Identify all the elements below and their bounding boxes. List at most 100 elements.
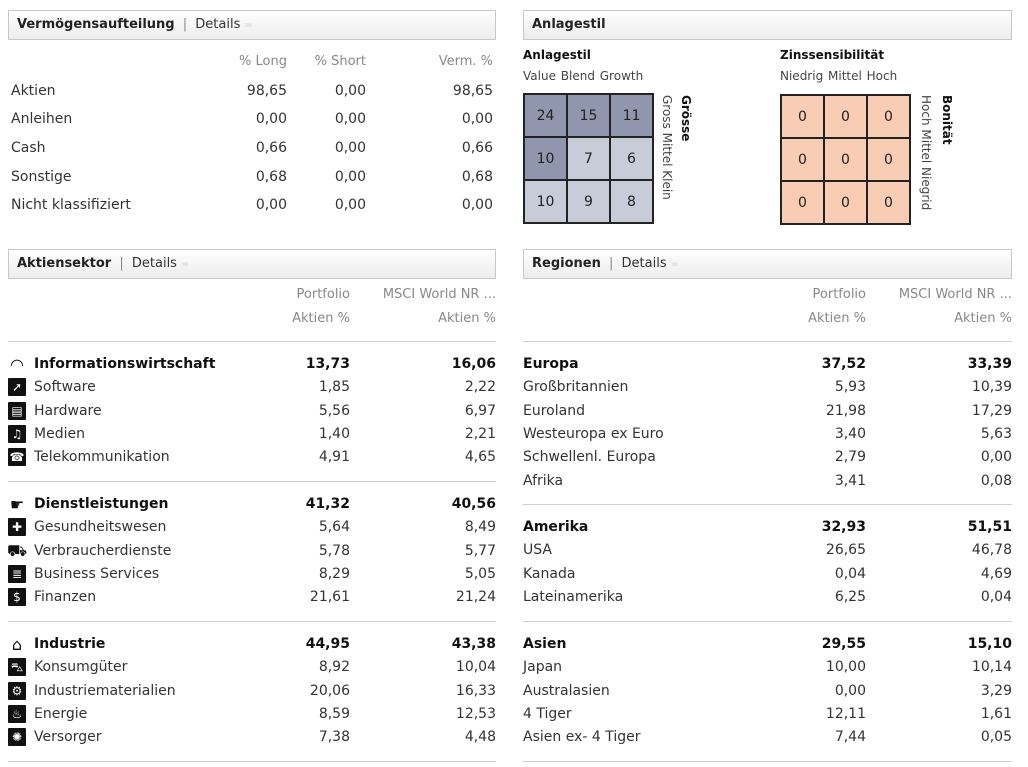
benchmark-value: 4,65 <box>464 449 496 466</box>
short-value: 0,00 <box>334 169 366 185</box>
region-row: Westeuropa ex Euro 3,40 5,63 <box>516 423 1016 446</box>
style-header: Anlagestil <box>523 10 1012 40</box>
section-divider <box>523 621 1012 622</box>
equity-style-cell: 9 <box>567 180 610 223</box>
portfolio-unit: Aktien % <box>808 311 866 326</box>
dollar-icon: $ <box>8 588 26 607</box>
benchmark-value: 10,39 <box>971 379 1012 396</box>
region-row: 4 Tiger 12,11 1,61 <box>516 703 1016 726</box>
portfolio-value: 5,64 <box>318 519 350 536</box>
short-value: 0,00 <box>334 83 366 99</box>
portfolio-value: 0,00 <box>834 682 866 699</box>
sector-group-row: ◠ Informationswirtschaft 13,73 16,06 <box>0 353 500 376</box>
sector-row: $ Finanzen 21,61 21,24 <box>0 586 500 609</box>
region-label: Großbritannien <box>523 379 629 396</box>
chevron-right-icon: ››› <box>670 259 679 270</box>
sector-unit-headers: Aktien % Aktien % <box>0 307 500 330</box>
fixed-income-style-cell: 0 <box>867 181 910 224</box>
portfolio-value: 7,38 <box>318 729 350 746</box>
sector-label: Medien <box>34 425 85 442</box>
benchmark-value: 4,48 <box>464 729 496 746</box>
sector-group-row: ☛ Dienstleistungen 41,32 40,56 <box>0 493 500 516</box>
portfolio-value: 37,52 <box>821 356 866 372</box>
section-divider <box>523 761 1012 762</box>
benchmark-value: 40,56 <box>451 496 496 512</box>
portfolio-value: 7,44 <box>834 729 866 746</box>
region-label: Afrika <box>523 472 564 489</box>
sector-label: Telekommunikation <box>34 449 170 466</box>
sector-label: Software <box>34 379 96 396</box>
portfolio-value: 2,79 <box>834 449 866 466</box>
portfolio-value: 1,40 <box>318 425 350 442</box>
portfolio-value: 5,78 <box>318 542 350 559</box>
fixed-income-style-cell: 0 <box>781 95 824 138</box>
portfolio-value: 13,73 <box>305 356 350 372</box>
region-row: Australasien 0,00 3,29 <box>516 680 1016 703</box>
portfolio-value: 21,98 <box>825 402 866 419</box>
region-label: Westeuropa ex Euro <box>523 425 664 442</box>
sector-details-link[interactable]: Details <box>131 256 177 271</box>
benchmark-value: 0,00 <box>980 449 1012 466</box>
short-value: 0,00 <box>334 111 366 127</box>
short-value: 0,00 <box>334 140 366 156</box>
short-header: % Short <box>314 54 366 69</box>
sector-row: ☎ Telekommunikation 4,91 4,65 <box>0 446 500 469</box>
benchmark-value: 0,04 <box>980 588 1012 605</box>
regions-details-link[interactable]: Details <box>621 256 667 271</box>
benchmark-value: 2,21 <box>464 425 496 442</box>
section-divider <box>523 341 1012 342</box>
gear-icon: ⚙ <box>8 681 26 700</box>
region-row: Afrika 3,41 0,08 <box>516 470 1016 493</box>
portfolio-value: 8,59 <box>318 705 350 722</box>
region-row: USA 26,65 46,78 <box>516 539 1016 562</box>
region-label: Japan <box>523 659 563 676</box>
sector-group-label: Industrie <box>34 636 106 652</box>
benchmark-value: 5,63 <box>980 425 1012 442</box>
benchmark-value: 8,49 <box>464 519 496 536</box>
cursor-icon: ➚ <box>8 378 26 397</box>
equity-style-cell: 11 <box>610 94 653 137</box>
sector-label: Energie <box>34 705 88 722</box>
allocation-details-link[interactable]: Details <box>195 17 241 32</box>
portfolio-value: 8,92 <box>318 659 350 676</box>
section-divider <box>8 341 496 342</box>
region-label: USA <box>523 542 552 559</box>
size-axis-title: Grösse <box>679 95 693 142</box>
portfolio-value: 44,95 <box>305 636 350 652</box>
header-separator: | <box>119 256 124 271</box>
chevron-right-icon: ››› <box>244 20 253 31</box>
equity-style-cell: 24 <box>524 94 567 137</box>
verm-value: 0,00 <box>461 111 493 127</box>
equity-style-cell: 10 <box>524 180 567 223</box>
regions-unit-headers: Aktien % Aktien % <box>516 307 1016 330</box>
benchmark-value: 21,24 <box>455 589 496 606</box>
verm-header: Verm. % <box>438 54 493 69</box>
long-value: 0,68 <box>255 169 287 185</box>
portfolio-value: 32,93 <box>821 519 866 535</box>
sector-group-row: ⌂ Industrie 44,95 43,38 <box>0 633 500 656</box>
benchmark-header: MSCI World NR ... <box>898 287 1012 302</box>
benchmark-unit: Aktien % <box>438 311 496 326</box>
region-group-label: Amerika <box>523 519 589 535</box>
verm-value: 98,65 <box>452 83 493 99</box>
benchmark-value: 5,05 <box>464 565 496 582</box>
chevron-right-icon: ››› <box>181 259 189 270</box>
portfolio-header: Portfolio <box>296 287 350 302</box>
benchmark-value: 33,39 <box>967 356 1012 372</box>
benchmark-value: 16,33 <box>455 682 496 699</box>
sector-row: ⛍ Konsumgüter 8,92 10,04 <box>0 656 500 679</box>
long-value: 0,00 <box>255 197 287 213</box>
portfolio-value: 26,65 <box>825 542 866 559</box>
fixed-income-columns: Niedrig Mittel Hoch <box>780 69 898 83</box>
verm-value: 0,68 <box>461 169 493 185</box>
benchmark-value: 17,29 <box>971 402 1012 419</box>
sector-label: Finanzen <box>34 589 97 606</box>
region-row: Lateinamerika 6,25 0,04 <box>516 586 1016 609</box>
equity-style-cell: 6 <box>610 137 653 180</box>
region-label: Euroland <box>523 402 585 419</box>
portfolio-header: Portfolio <box>812 287 866 302</box>
microphone-icon: ♫ <box>8 424 26 443</box>
benchmark-value: 0,05 <box>980 729 1012 746</box>
asset-class-label: Aktien <box>11 83 56 99</box>
equity-style-cell: 15 <box>567 94 610 137</box>
